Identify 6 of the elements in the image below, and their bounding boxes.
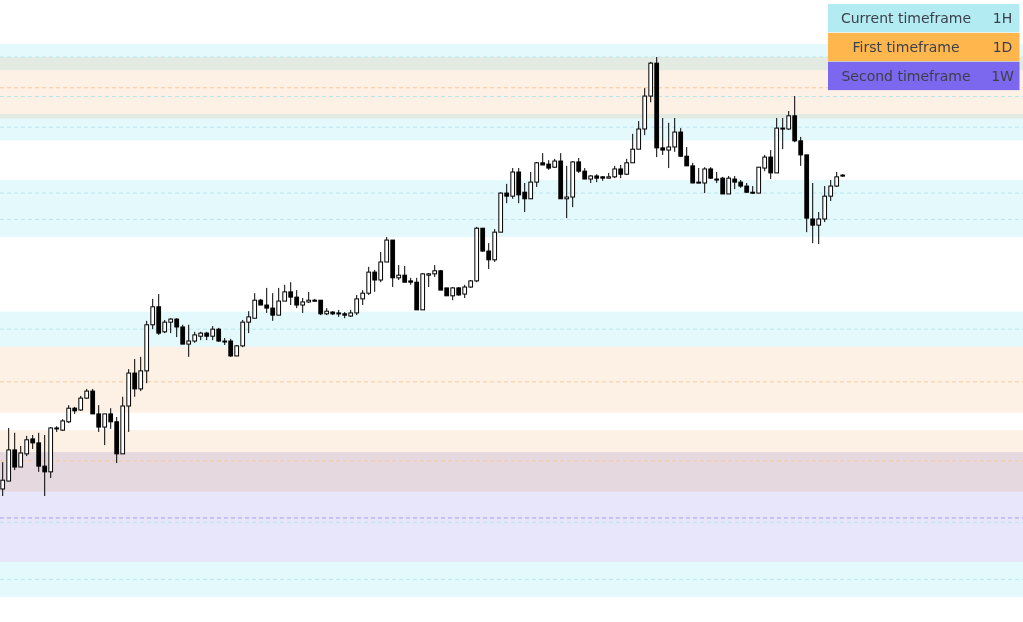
text: 1W (991, 68, 1015, 85)
category-label: Second timeframe (841, 68, 971, 85)
category-label: First timeframe (852, 39, 960, 56)
category-label: Current timeframe (840, 10, 972, 27)
text: 1D (992, 39, 1013, 56)
text: 1H (992, 10, 1013, 27)
